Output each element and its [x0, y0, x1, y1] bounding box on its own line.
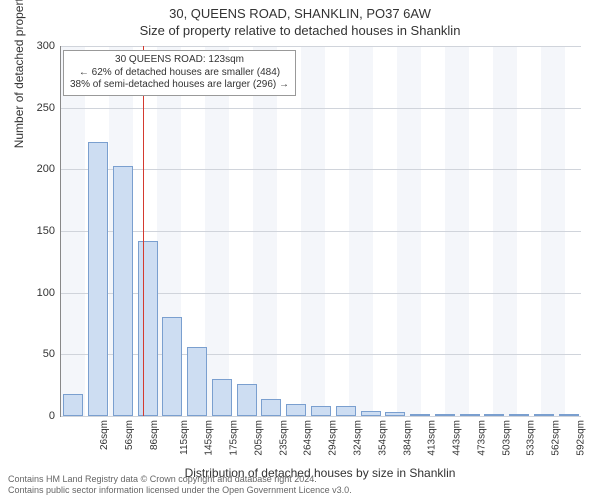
- gridline: [61, 46, 581, 47]
- histogram-bar: [63, 394, 83, 416]
- x-tick-label: 324sqm: [353, 420, 364, 456]
- x-tick-label: 503sqm: [501, 420, 512, 456]
- histogram-bar: [212, 379, 232, 416]
- x-tick-label: 264sqm: [303, 420, 314, 456]
- x-tick-label: 354sqm: [377, 420, 388, 456]
- x-tick-label: 473sqm: [476, 420, 487, 456]
- chart: Number of detached properties 0501001502…: [60, 46, 580, 416]
- histogram-bar: [311, 406, 331, 416]
- histogram-bar: [509, 414, 529, 416]
- histogram-bar: [138, 241, 158, 416]
- x-tick-label: 205sqm: [254, 420, 265, 456]
- x-tick-label: 235sqm: [278, 420, 289, 456]
- x-tick-label: 26sqm: [99, 420, 110, 450]
- y-tick-label: 150: [25, 225, 55, 237]
- gridline: [61, 108, 581, 109]
- annotation-line2: ← 62% of detached houses are smaller (48…: [70, 67, 289, 80]
- histogram-bar: [361, 411, 381, 416]
- histogram-bar: [187, 347, 207, 416]
- annotation-line1: 30 QUEENS ROAD: 123sqm: [70, 54, 289, 67]
- y-tick-label: 300: [25, 40, 55, 52]
- gridline: [61, 231, 581, 232]
- y-tick-label: 250: [25, 102, 55, 114]
- y-tick-label: 100: [25, 287, 55, 299]
- y-tick-label: 50: [25, 348, 55, 360]
- x-tick-label: 443sqm: [452, 420, 463, 456]
- x-tick-label: 175sqm: [229, 420, 240, 456]
- histogram-bar: [534, 414, 554, 416]
- header-address: 30, QUEENS ROAD, SHANKLIN, PO37 6AW: [0, 0, 600, 21]
- gridline: [61, 169, 581, 170]
- x-tick-label: 115sqm: [179, 420, 190, 455]
- x-tick-label: 86sqm: [149, 420, 160, 450]
- histogram-bar: [336, 406, 356, 416]
- gridline: [61, 416, 581, 417]
- y-axis-title: Number of detached properties: [12, 0, 26, 148]
- histogram-bar: [460, 414, 480, 416]
- x-tick-label: 592sqm: [575, 420, 586, 456]
- x-tick-label: 533sqm: [526, 420, 537, 456]
- y-tick-label: 200: [25, 163, 55, 175]
- histogram-bar: [113, 166, 133, 416]
- histogram-bar: [286, 404, 306, 416]
- histogram-bar: [88, 142, 108, 416]
- footer-line2: Contains public sector information licen…: [8, 485, 352, 496]
- property-marker-line: [143, 46, 144, 416]
- histogram-bar: [435, 414, 455, 416]
- histogram-bar: [484, 414, 504, 416]
- histogram-bar: [559, 414, 579, 416]
- histogram-bar: [162, 317, 182, 416]
- footer-attribution: Contains HM Land Registry data © Crown c…: [8, 474, 352, 496]
- annotation-box: 30 QUEENS ROAD: 123sqm← 62% of detached …: [63, 50, 296, 96]
- histogram-bar: [385, 412, 405, 416]
- x-tick-label: 294sqm: [328, 420, 339, 456]
- x-tick-label: 562sqm: [551, 420, 562, 456]
- x-tick-label: 145sqm: [204, 420, 215, 456]
- x-tick-label: 56sqm: [124, 420, 135, 450]
- header-subtitle: Size of property relative to detached ho…: [0, 21, 600, 38]
- footer-line1: Contains HM Land Registry data © Crown c…: [8, 474, 352, 485]
- histogram-bar: [410, 414, 430, 416]
- plot-area: 05010015020025030026sqm56sqm86sqm115sqm1…: [60, 46, 581, 417]
- y-tick-label: 0: [25, 410, 55, 422]
- histogram-bar: [261, 399, 281, 416]
- histogram-bar: [237, 384, 257, 416]
- annotation-line3: 38% of semi-detached houses are larger (…: [70, 79, 289, 92]
- x-tick-label: 413sqm: [427, 420, 438, 456]
- x-tick-label: 384sqm: [402, 420, 413, 456]
